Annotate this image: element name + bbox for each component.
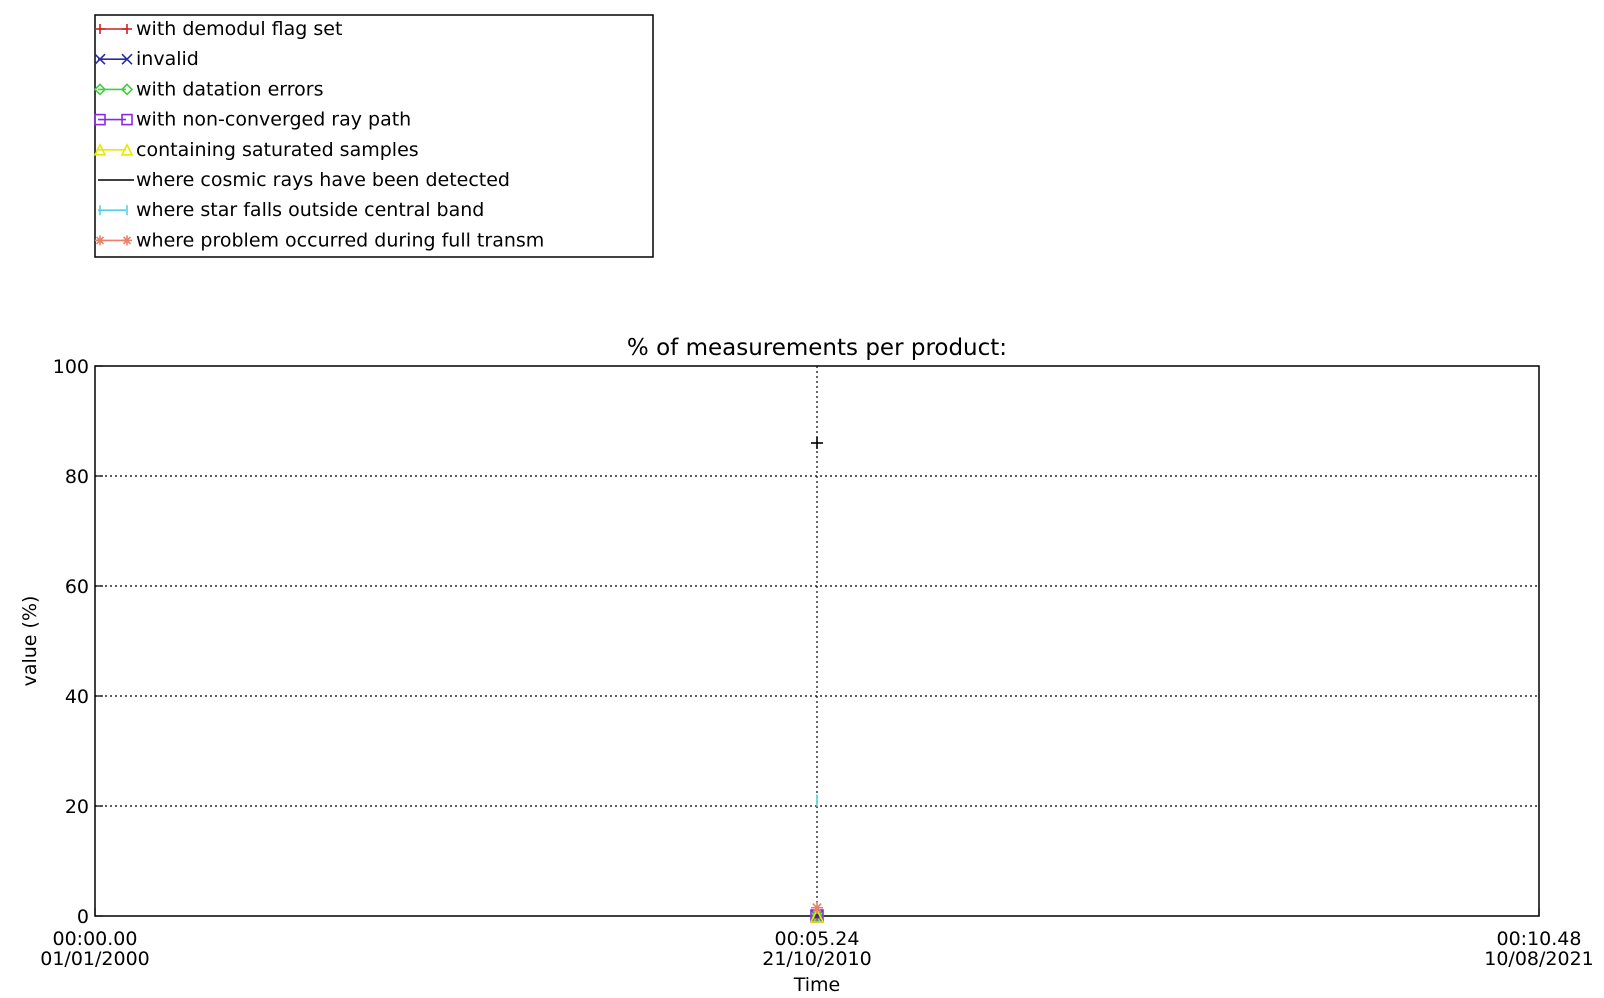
- y-axis-label: value (%): [19, 596, 41, 687]
- y-tick-label: 100: [53, 356, 89, 378]
- legend-marker: [122, 24, 132, 34]
- legend-marker: [121, 53, 133, 65]
- x-tick-label-time: 00:00.00: [53, 928, 138, 950]
- legend-label: invalid: [136, 48, 199, 70]
- y-tick-label: 60: [65, 576, 89, 598]
- legend-marker: [93, 83, 107, 96]
- legend-label: with demodul flag set: [136, 18, 342, 40]
- data-points: [809, 437, 825, 924]
- legend-marker: [120, 83, 134, 96]
- legend-marker: [94, 113, 106, 126]
- legend: with demodul flag set invalid with datatio…: [93, 14, 654, 258]
- y-tick-label: 80: [65, 466, 89, 488]
- legend-label: where cosmic rays have been detected: [136, 169, 510, 191]
- legend-label: where star falls outside central band: [136, 199, 484, 221]
- chart-title: % of measurements per product:: [627, 335, 1007, 361]
- legend-label: with datation errors: [136, 78, 323, 100]
- legend-marker: [122, 235, 132, 246]
- x-axis-label: Time: [793, 974, 841, 996]
- y-axis: 0 20 40 60 80 100: [53, 356, 103, 928]
- y-tick-label: 20: [65, 796, 89, 818]
- legend-label: where problem occurred during full trans…: [136, 229, 544, 251]
- legend-marker: [120, 143, 134, 156]
- y-tick-label: 0: [77, 906, 89, 928]
- legend-label: containing saturated samples: [136, 139, 419, 161]
- data-point: [811, 437, 823, 449]
- legend-marker: [95, 235, 105, 246]
- legend-marker: [121, 113, 133, 126]
- legend-box: [94, 14, 654, 258]
- legend-marker: [93, 143, 107, 156]
- x-tick-label-time: 00:05.24: [775, 928, 860, 950]
- y-tick-label: 40: [65, 686, 89, 708]
- legend-label: with non-converged ray path: [136, 109, 411, 131]
- data-point: [811, 901, 823, 914]
- legend-marker: [94, 53, 106, 65]
- data-point: [809, 908, 825, 923]
- x-tick-label-time: 00:10.48: [1497, 928, 1582, 950]
- x-tick-label-date: 21/10/2010: [762, 948, 872, 970]
- x-tick-label-date: 10/08/2021: [1484, 948, 1594, 970]
- x-tick-label-date: 01/01/2000: [40, 948, 150, 970]
- legend-marker: [95, 24, 105, 34]
